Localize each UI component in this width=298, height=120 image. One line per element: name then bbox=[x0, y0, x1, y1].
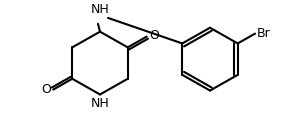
Text: NH: NH bbox=[91, 3, 109, 16]
Text: O: O bbox=[149, 29, 159, 42]
Text: NH: NH bbox=[91, 97, 109, 110]
Text: O: O bbox=[41, 83, 51, 96]
Text: Br: Br bbox=[257, 27, 271, 40]
